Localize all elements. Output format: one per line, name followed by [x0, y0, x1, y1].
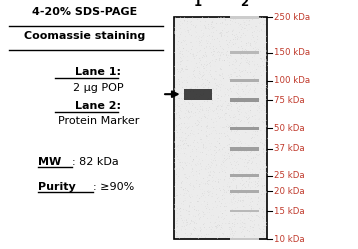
Text: MW: MW [38, 157, 61, 167]
Bar [174, 17, 267, 239]
Text: 100 kDa: 100 kDa [274, 76, 310, 85]
Bar [230, 175, 259, 178]
Text: Lane 2:: Lane 2: [76, 101, 121, 111]
Text: 2 μg POP: 2 μg POP [73, 83, 124, 93]
Text: : 82 kDa: : 82 kDa [72, 157, 118, 167]
Text: 75 kDa: 75 kDa [274, 96, 305, 105]
Text: 37 kDa: 37 kDa [274, 144, 305, 153]
Text: 250 kDa: 250 kDa [274, 13, 310, 22]
Text: 2: 2 [241, 0, 248, 9]
Text: 4-20% SDS-PAGE: 4-20% SDS-PAGE [32, 7, 137, 17]
Bar [230, 51, 259, 54]
Text: Lane 1:: Lane 1: [76, 67, 121, 77]
Bar [230, 190, 259, 193]
Text: Protein Marker: Protein Marker [58, 116, 139, 126]
Text: 20 kDa: 20 kDa [274, 187, 305, 196]
Bar [230, 79, 259, 82]
Text: 50 kDa: 50 kDa [274, 124, 305, 133]
Text: : ≥90%: : ≥90% [93, 182, 134, 192]
Bar [230, 16, 259, 19]
Text: 150 kDa: 150 kDa [274, 48, 310, 57]
Bar [184, 89, 212, 100]
Bar [230, 126, 259, 130]
Bar [230, 210, 259, 212]
Bar [230, 238, 259, 240]
Text: 15 kDa: 15 kDa [274, 207, 305, 216]
Text: 10 kDa: 10 kDa [274, 235, 305, 244]
Text: Purity: Purity [38, 182, 75, 192]
Text: 1: 1 [194, 0, 202, 9]
Bar [230, 147, 259, 151]
Bar [230, 98, 259, 102]
Text: 25 kDa: 25 kDa [274, 172, 305, 181]
Text: Coomassie staining: Coomassie staining [24, 31, 145, 41]
